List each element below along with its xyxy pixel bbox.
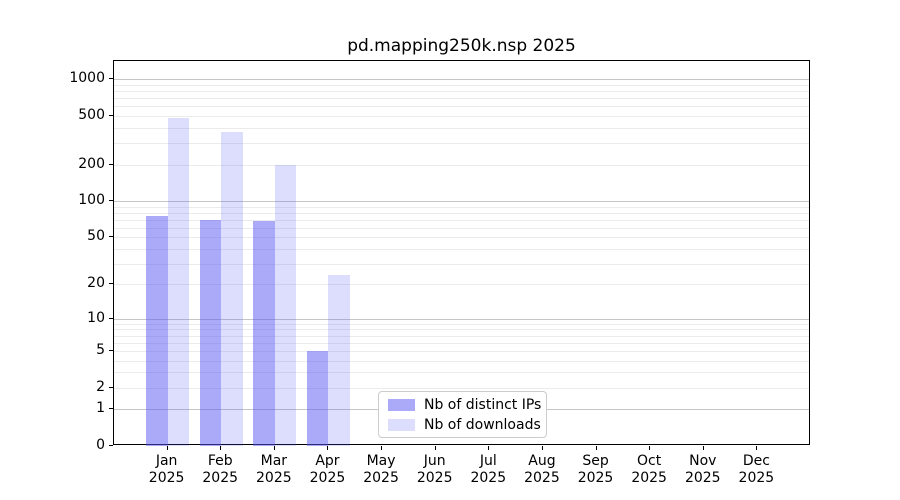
y-tick-label: 10 <box>87 309 105 326</box>
x-tick-label-aug: Aug 2025 <box>524 453 560 486</box>
y-tick-label: 5 <box>96 341 105 358</box>
x-tick-mark <box>220 446 222 450</box>
gridline-minor <box>114 143 809 145</box>
legend-item-downloads: Nb of downloads <box>388 416 541 433</box>
y-tick-label: 1 <box>96 400 105 417</box>
bar-nb-of-distinct-ips-mar <box>253 220 275 446</box>
y-tick-mark <box>109 236 113 238</box>
x-tick-mark <box>756 446 758 450</box>
x-tick-mark <box>327 446 329 450</box>
legend-item-distinct-ips: Nb of distinct IPs <box>388 396 541 413</box>
bar-nb-of-downloads-jan <box>167 118 190 446</box>
gridline-minor <box>114 212 809 214</box>
x-tick-label-mar: Mar 2025 <box>256 453 292 486</box>
x-tick-label-sep: Sep 2025 <box>577 453 614 486</box>
x-tick-label-jun: Jun 2025 <box>416 453 453 486</box>
x-tick-label-oct: Oct 2025 <box>631 453 667 486</box>
y-tick-label: 20 <box>87 275 105 292</box>
y-tick-label: 1000 <box>69 70 105 87</box>
y-tick-label: 100 <box>78 192 105 209</box>
y-tick-label: 2 <box>96 378 105 395</box>
x-tick-mark <box>595 446 597 450</box>
x-tick-label-feb: Feb 2025 <box>202 453 239 486</box>
legend-swatch-downloads <box>388 418 415 431</box>
legend-label-downloads: Nb of downloads <box>424 416 541 433</box>
bar-nb-of-downloads-mar <box>274 164 297 446</box>
y-tick-mark <box>109 349 113 351</box>
gridline-minor <box>114 164 809 166</box>
x-tick-mark <box>541 446 543 450</box>
x-tick-label-nov: Nov 2025 <box>684 453 721 486</box>
y-tick-mark <box>109 445 113 446</box>
plot-area <box>113 60 810 446</box>
y-tick-label: 0 <box>96 437 105 453</box>
bar-nb-of-distinct-ips-apr <box>307 350 329 446</box>
gridline-minor <box>114 206 809 208</box>
bar-nb-of-distinct-ips-feb <box>199 219 222 446</box>
y-tick-mark <box>109 115 113 117</box>
legend-label-distinct-ips: Nb of distinct IPs <box>424 396 542 413</box>
x-tick-mark <box>488 446 490 450</box>
y-tick-label: 50 <box>87 228 105 245</box>
y-tick-label: 500 <box>78 107 105 124</box>
bar-nb-of-downloads-apr <box>328 275 350 446</box>
y-tick-mark <box>109 78 113 80</box>
chart-title: pd.mapping250k.nsp 2025 <box>347 36 576 56</box>
x-tick-mark <box>702 446 704 450</box>
bar-nb-of-distinct-ips-jan <box>146 216 168 446</box>
x-tick-mark <box>434 446 436 450</box>
x-tick-label-may: May 2025 <box>363 453 399 486</box>
y-tick-mark <box>109 200 113 202</box>
gridline-minor <box>114 116 809 118</box>
x-tick-mark <box>649 446 651 450</box>
x-tick-mark <box>273 446 275 450</box>
y-tick-label: 200 <box>78 155 105 172</box>
y-tick-mark <box>109 386 113 388</box>
x-tick-label-apr: Apr 2025 <box>309 453 346 486</box>
y-tick-mark <box>109 283 113 285</box>
gridline-major <box>114 201 809 203</box>
x-tick-mark <box>381 446 383 450</box>
gridline-minor <box>114 84 809 86</box>
gridline-major <box>114 79 809 81</box>
y-tick-mark <box>109 408 113 410</box>
x-tick-label-jan: Jan 2025 <box>148 453 185 486</box>
gridline-minor <box>114 91 809 93</box>
x-tick-label-dec: Dec 2025 <box>738 453 775 486</box>
legend-swatch-distinct-ips <box>388 398 415 411</box>
x-tick-label-jul: Jul 2025 <box>470 453 507 486</box>
y-tick-mark <box>109 317 113 319</box>
gridline-minor <box>114 127 809 129</box>
y-tick-mark <box>109 163 113 165</box>
gridline-minor <box>114 98 809 100</box>
gridline-minor <box>114 106 809 108</box>
bar-nb-of-downloads-feb <box>221 132 243 446</box>
legend: Nb of distinct IPs Nb of downloads <box>378 391 547 438</box>
x-tick-mark <box>166 446 168 450</box>
